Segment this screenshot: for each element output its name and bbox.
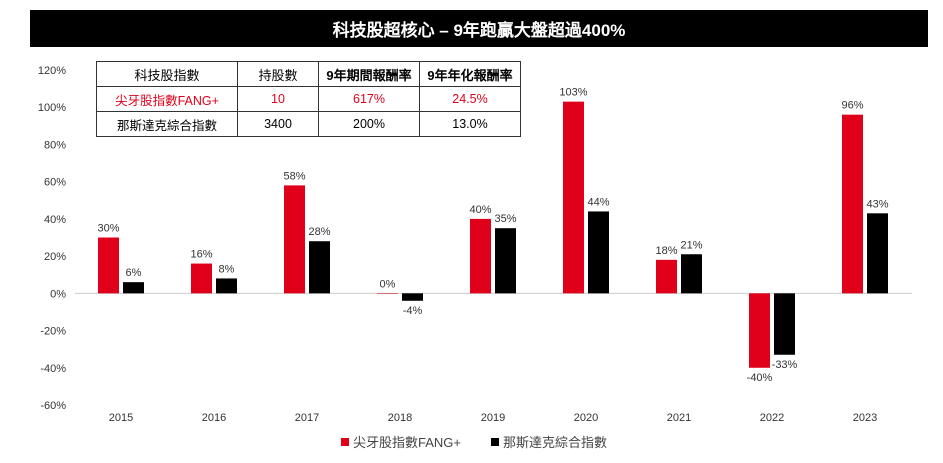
bar-nasdaq bbox=[495, 228, 516, 294]
bar-nasdaq bbox=[588, 211, 609, 294]
data-label: 18% bbox=[655, 245, 677, 257]
table-cell: 24.5% bbox=[419, 86, 521, 112]
x-tick-label: 2021 bbox=[667, 412, 691, 424]
y-tick-label: 100% bbox=[38, 102, 66, 114]
data-label: 21% bbox=[680, 239, 702, 251]
x-tick-label: 2020 bbox=[574, 412, 598, 424]
legend-swatch bbox=[491, 438, 499, 446]
bar-fang bbox=[470, 218, 491, 294]
y-tick-label: -60% bbox=[40, 400, 66, 412]
legend-label: 那斯達克綜合指數 bbox=[503, 435, 607, 450]
data-label: 96% bbox=[841, 100, 863, 112]
table-cell: 10 bbox=[237, 86, 319, 112]
data-label: 58% bbox=[283, 170, 305, 182]
y-tick-label: -20% bbox=[40, 326, 66, 338]
table-cell: 200% bbox=[318, 111, 420, 137]
bar-fang bbox=[563, 101, 584, 294]
data-label: -33% bbox=[772, 359, 798, 371]
table-header-row: 科技股指數 持股數 9年期間報酬率 9年年化報酬率 bbox=[96, 61, 521, 87]
data-label: 16% bbox=[190, 249, 212, 261]
data-label: 44% bbox=[587, 196, 609, 208]
table-cell: 617% bbox=[318, 86, 420, 112]
x-tick-label: 2018 bbox=[388, 412, 412, 424]
comparison-table: 科技股指數 持股數 9年期間報酬率 9年年化報酬率 尖牙股指數FANG+ 10 … bbox=[96, 61, 521, 137]
bar-fang bbox=[749, 293, 770, 368]
table-row: 尖牙股指數FANG+ 10 617% 24.5% bbox=[96, 86, 521, 112]
x-tick-label: 2017 bbox=[295, 412, 319, 424]
table-cell: 那斯達克綜合指數 bbox=[96, 111, 238, 137]
bar-fang bbox=[656, 259, 677, 294]
data-label: 6% bbox=[126, 267, 142, 279]
y-tick-label: -40% bbox=[40, 363, 66, 375]
y-tick-label: 60% bbox=[44, 177, 66, 189]
y-tick-label: 0% bbox=[50, 288, 66, 300]
data-label: 0% bbox=[380, 278, 396, 290]
data-label: 28% bbox=[308, 226, 330, 238]
legend-swatch bbox=[341, 438, 349, 446]
table-header: 9年年化報酬率 bbox=[419, 61, 521, 87]
bar-fang bbox=[98, 237, 119, 294]
y-tick-label: 80% bbox=[44, 139, 66, 151]
table-header: 持股數 bbox=[237, 61, 319, 87]
x-tick-label: 2016 bbox=[202, 412, 226, 424]
bar-nasdaq bbox=[216, 278, 237, 294]
table-header: 科技股指數 bbox=[96, 61, 238, 87]
x-tick-label: 2022 bbox=[760, 412, 784, 424]
table-cell: 13.0% bbox=[419, 111, 521, 137]
chart-title: 科技股超核心 – 9年跑贏大盤超過400% bbox=[30, 10, 928, 47]
bar-fang bbox=[377, 293, 398, 294]
data-label: 8% bbox=[219, 263, 235, 275]
table-cell: 3400 bbox=[237, 111, 319, 137]
table-header: 9年期間報酬率 bbox=[318, 61, 420, 87]
data-label: 103% bbox=[559, 87, 587, 99]
bar-nasdaq bbox=[123, 282, 144, 294]
table-cell: 尖牙股指數FANG+ bbox=[96, 86, 238, 112]
data-label: 40% bbox=[469, 204, 491, 216]
y-tick-label: 20% bbox=[44, 251, 66, 263]
y-tick-label: 120% bbox=[38, 65, 66, 77]
bar-nasdaq bbox=[309, 241, 330, 294]
x-tick-label: 2015 bbox=[109, 412, 133, 424]
data-label: -4% bbox=[403, 305, 423, 317]
data-label: -40% bbox=[747, 372, 773, 384]
data-label: 35% bbox=[494, 213, 516, 225]
bar-nasdaq bbox=[681, 254, 702, 294]
bar-fang bbox=[284, 185, 305, 294]
bar-nasdaq bbox=[774, 293, 795, 355]
legend-label: 尖牙股指數FANG+ bbox=[353, 435, 461, 450]
bar-nasdaq bbox=[402, 293, 423, 301]
y-tick-label: 40% bbox=[44, 214, 66, 226]
table-row: 那斯達克綜合指數 3400 200% 13.0% bbox=[96, 111, 521, 137]
x-tick-label: 2019 bbox=[481, 412, 505, 424]
data-label: 30% bbox=[97, 223, 119, 235]
x-tick-label: 2023 bbox=[853, 412, 877, 424]
bar-fang bbox=[191, 263, 212, 294]
data-label: 43% bbox=[866, 198, 888, 210]
bar-fang bbox=[842, 114, 863, 294]
bar-nasdaq bbox=[867, 213, 888, 294]
